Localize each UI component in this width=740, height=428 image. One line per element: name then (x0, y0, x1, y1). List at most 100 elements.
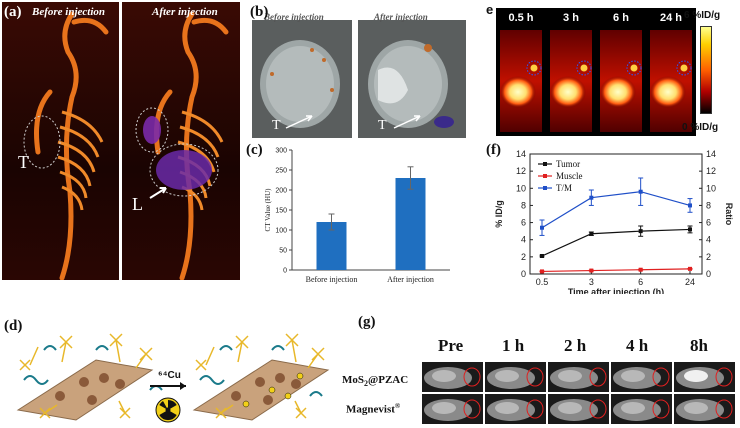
tumor-marker-label: T (18, 152, 29, 172)
series-0-point-2 (638, 229, 643, 234)
color-scale-bar (700, 26, 712, 114)
y-tick-label-5: 250 (275, 168, 287, 175)
panel-c: (c) 0 50 100 150 200 250 300 CT Value (HU) Befor… (244, 142, 470, 292)
legend-marker-0 (543, 162, 547, 166)
y-tick-label-3: 6 (521, 218, 526, 228)
y-tick-label-1: 2 (521, 252, 526, 262)
x-tick-label-1: 3 (589, 277, 594, 287)
panel-a-label: (a) (4, 4, 22, 20)
pet-images-graphic (500, 30, 692, 132)
y-tick-label-0: 0 (521, 269, 526, 279)
series-1-point-3 (688, 266, 692, 271)
mri-row1-name: MoS (342, 374, 364, 386)
skeleton-before-graphic (23, 11, 109, 281)
nanosheet-after (192, 333, 330, 421)
ct-value-bar-chart: 0 50 100 150 200 250 300 CT Value (HU) Before in… (264, 148, 450, 284)
legend-label-0: Tumor (556, 159, 580, 169)
series-2-point-1 (589, 195, 594, 200)
x-tick-label-1: After injection (387, 275, 434, 284)
y2-tick-label-2: 4 (706, 235, 711, 245)
y-tick-label-3: 150 (275, 208, 287, 215)
y-axis-title: % ID/g (494, 200, 504, 228)
mri-col-1: 1 h (502, 336, 525, 355)
mri-organ-1-0 (432, 402, 456, 414)
panel-f-label: (f) (486, 142, 501, 158)
nanosheet-before (16, 333, 163, 421)
mri-organ-1-3 (621, 402, 645, 414)
ct-slice-before-mark: T (272, 118, 281, 133)
ct-slice-after-title: After injection (374, 12, 428, 22)
series-1-point-2 (638, 267, 643, 272)
mri-row2-name: Magnevist (346, 403, 395, 416)
legend-marker-2 (543, 186, 547, 190)
ct-slice-before-image (252, 20, 352, 138)
legend-label-1: Muscle (556, 171, 583, 181)
mri-row2-sup: ® (394, 402, 401, 410)
y2-axis-title: Ratio (724, 203, 734, 226)
y2-tick-label-7: 14 (706, 149, 716, 159)
x-tick-label-0: 0.5 (536, 277, 549, 287)
y2-tick-label-4: 8 (706, 200, 711, 210)
bar-1 (395, 178, 426, 270)
after-injection-title: After injection (152, 6, 218, 18)
pet-tumor-1 (580, 64, 588, 72)
mri-col-3: 4 h (626, 336, 649, 355)
pet-time-1: 3 h (563, 12, 579, 24)
panel-b-label: (b) (250, 4, 269, 20)
mri-roi-1-0 (463, 399, 481, 419)
panel-g: (g) Pre 1 h 2 h 4 h 8h MoS2@PZAC Magnevi… (336, 310, 740, 428)
mri-roi-0-1 (526, 367, 544, 387)
panel-e-label: e (486, 2, 494, 17)
series-line-0 (541, 228, 691, 257)
pet-tumor-circle-0 (526, 60, 542, 76)
ct-slice-before-graphic (260, 40, 340, 128)
mri-organ-0-3 (621, 370, 645, 382)
y-tick-label-0: 0 (283, 268, 287, 275)
panel-a: Before injection T After injection L (a) (0, 0, 240, 282)
pet-time-2: 6 h (613, 12, 629, 24)
y-tick-label-2: 100 (275, 228, 287, 235)
x-tick-label-3: 24 (685, 277, 695, 287)
y-tick-label-7: 14 (516, 149, 526, 159)
series-2-point-0 (540, 225, 544, 230)
mri-roi-1-2 (589, 399, 607, 419)
y-tick-label-5: 10 (516, 183, 526, 193)
mri-col-2: 2 h (564, 336, 587, 355)
mri-organ-1-2 (558, 402, 582, 414)
y-tick-label-6: 300 (275, 148, 287, 155)
panel-c-label: (c) (246, 142, 263, 158)
panel-b: Before injection After injection T T (b) (244, 2, 470, 142)
y2-tick-label-5: 10 (706, 183, 716, 193)
panel-g-label: (g) (358, 314, 376, 330)
series-0-point-3 (688, 227, 692, 232)
plot-frame (529, 153, 703, 275)
mri-row-label-1: MoS2@PZAC (342, 374, 408, 388)
mri-roi-1-4 (715, 399, 733, 419)
x-tick-label-2: 6 (638, 277, 643, 287)
pet-time-3: 24 h (659, 12, 682, 24)
ct-3d-before-image: Before injection T (2, 2, 119, 281)
y2-tick-label-1: 2 (706, 252, 711, 262)
series-2-point-3 (688, 203, 692, 208)
isotope-label: ⁶⁴Cu (158, 370, 181, 381)
ct-slice-after-graphic (368, 40, 454, 128)
y2-tick-label-3: 6 (706, 218, 711, 228)
mri-image-grid (422, 362, 735, 424)
mri-organ-0-1 (495, 370, 519, 382)
legend-marker-1 (543, 174, 547, 178)
x-tick-label-0: Before injection (306, 275, 358, 284)
panel-f: (f) 0 2 4 6 8 10 12 14 0 2 4 6 8 10 12 14 0.5 3 6 24 Time af… (486, 142, 740, 294)
pet-tumor-0 (530, 64, 538, 72)
y2-tick-label-6: 12 (706, 166, 716, 176)
ct-slice-after-mark: T (378, 118, 387, 133)
pet-liver-0 (500, 76, 536, 108)
arrows-graphic (285, 115, 421, 129)
pet-tumor-circle-1 (576, 60, 592, 76)
y-tick-label-1: 50 (279, 248, 287, 255)
y-axis-title: CT Value (HU) (264, 188, 272, 232)
pet-liver-2 (600, 76, 636, 108)
y-tick-label-4: 8 (521, 200, 526, 210)
pet-tumor-2 (630, 64, 638, 72)
mri-row1-rest: @PZAC (368, 374, 409, 386)
mri-roi-0-0 (463, 367, 481, 387)
